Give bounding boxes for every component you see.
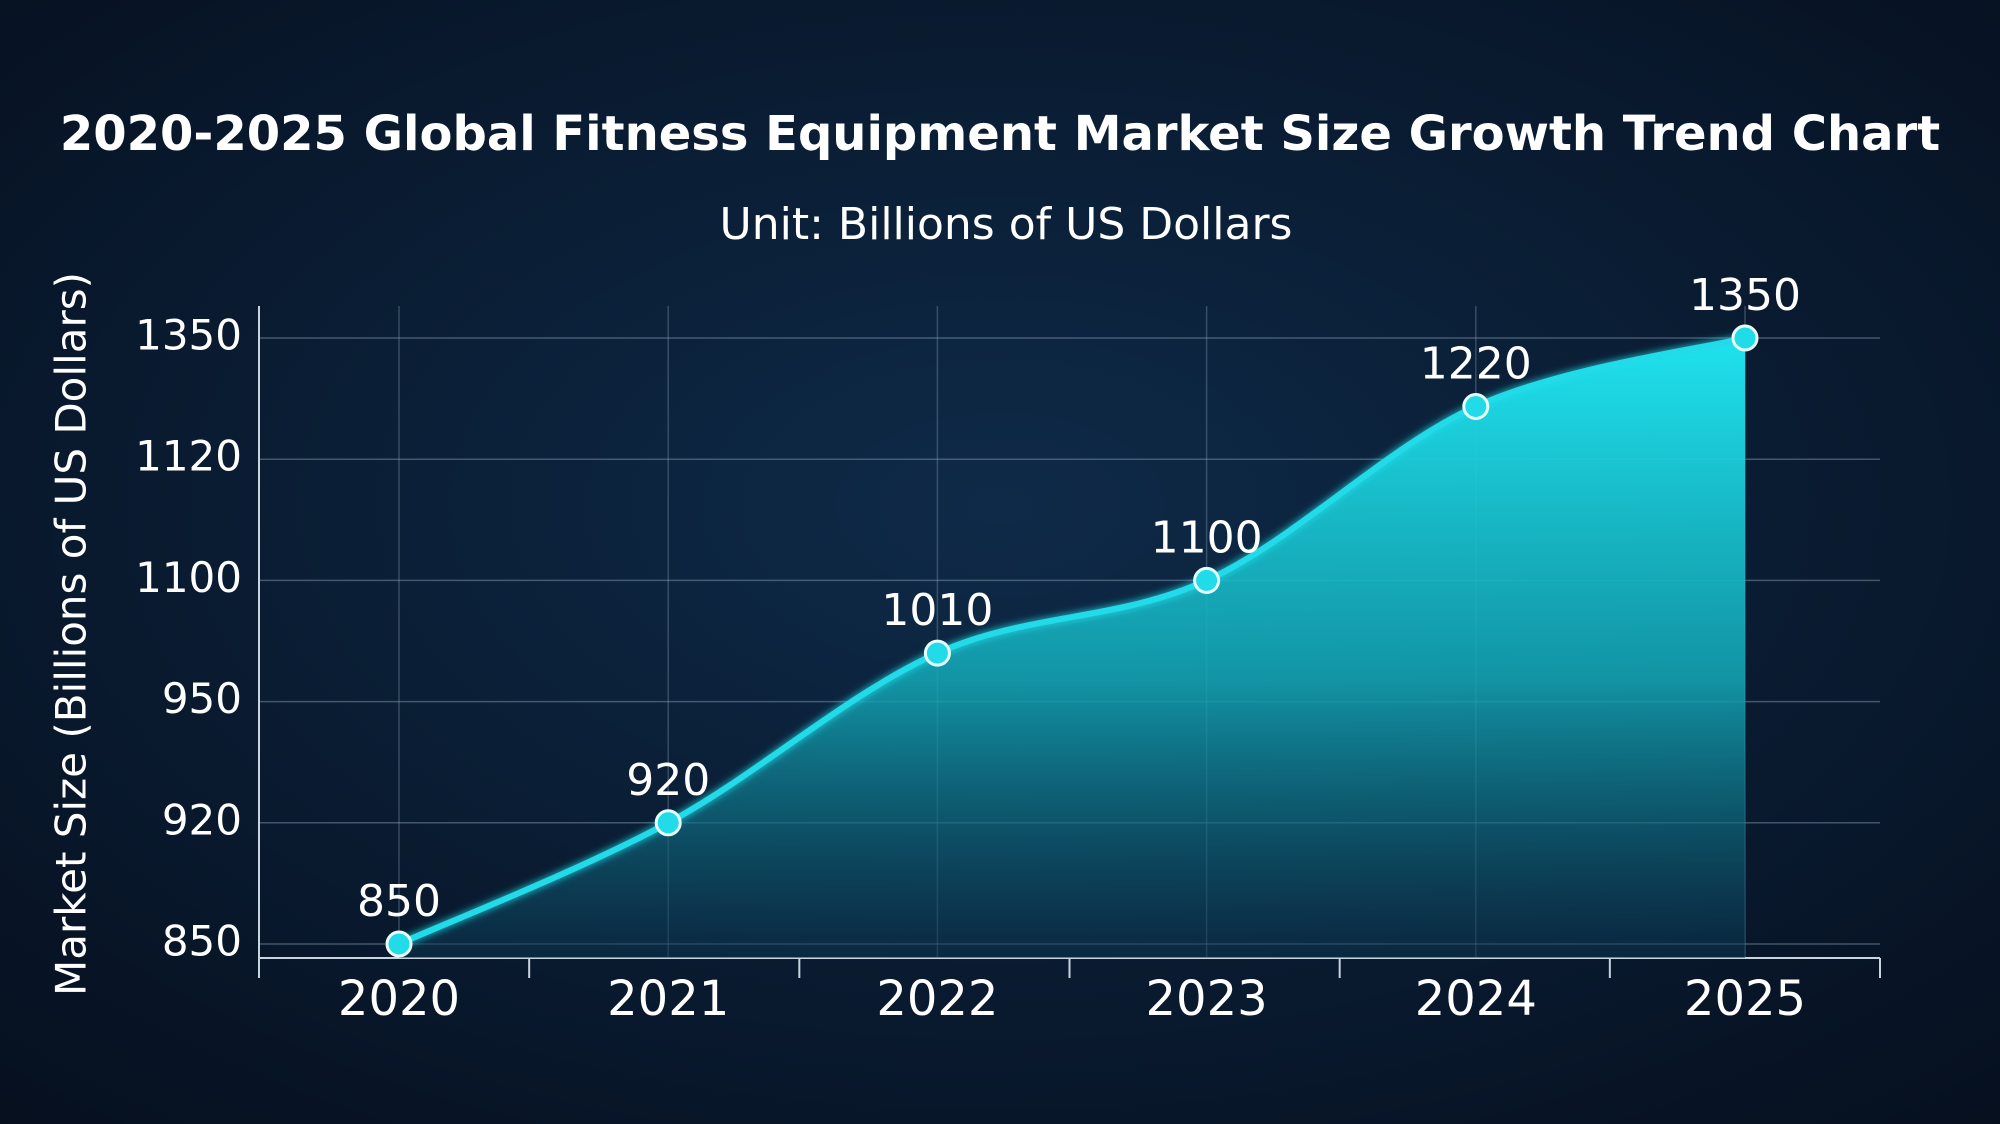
data-point <box>923 639 951 667</box>
y-tick-label: 850 <box>162 917 242 966</box>
data-point <box>654 809 682 837</box>
chart-subtitle: Unit: Billions of US Dollars <box>720 199 1293 250</box>
data-point <box>1462 393 1490 421</box>
value-label: 1010 <box>881 585 993 636</box>
area-fill <box>399 338 1745 958</box>
x-tick-label: 2023 <box>1146 971 1268 1027</box>
x-tick-label: 2021 <box>607 971 729 1027</box>
y-axis-label: Market Size (Billions of US Dollars) <box>47 272 96 996</box>
value-label: 1350 <box>1689 270 1801 321</box>
y-tick-label: 1100 <box>135 553 242 602</box>
value-label: 920 <box>626 755 710 806</box>
x-tick-label: 2022 <box>876 971 998 1027</box>
data-point <box>385 930 413 958</box>
y-tick-label: 920 <box>162 795 242 844</box>
y-tick-label: 950 <box>162 674 242 723</box>
data-point <box>1193 566 1221 594</box>
value-label: 1220 <box>1420 339 1532 390</box>
chart-title: 2020-2025 Global Fitness Equipment Marke… <box>60 106 1940 162</box>
x-tick-label: 2020 <box>338 971 460 1027</box>
y-tick-label: 1350 <box>135 311 242 360</box>
x-tick-label: 2024 <box>1415 971 1537 1027</box>
data-point <box>1731 324 1759 352</box>
value-label: 850 <box>357 876 441 927</box>
value-label: 1100 <box>1151 512 1263 563</box>
y-tick-label: 1120 <box>135 432 242 481</box>
line <box>397 335 1746 947</box>
x-tick-label: 2025 <box>1684 971 1806 1027</box>
